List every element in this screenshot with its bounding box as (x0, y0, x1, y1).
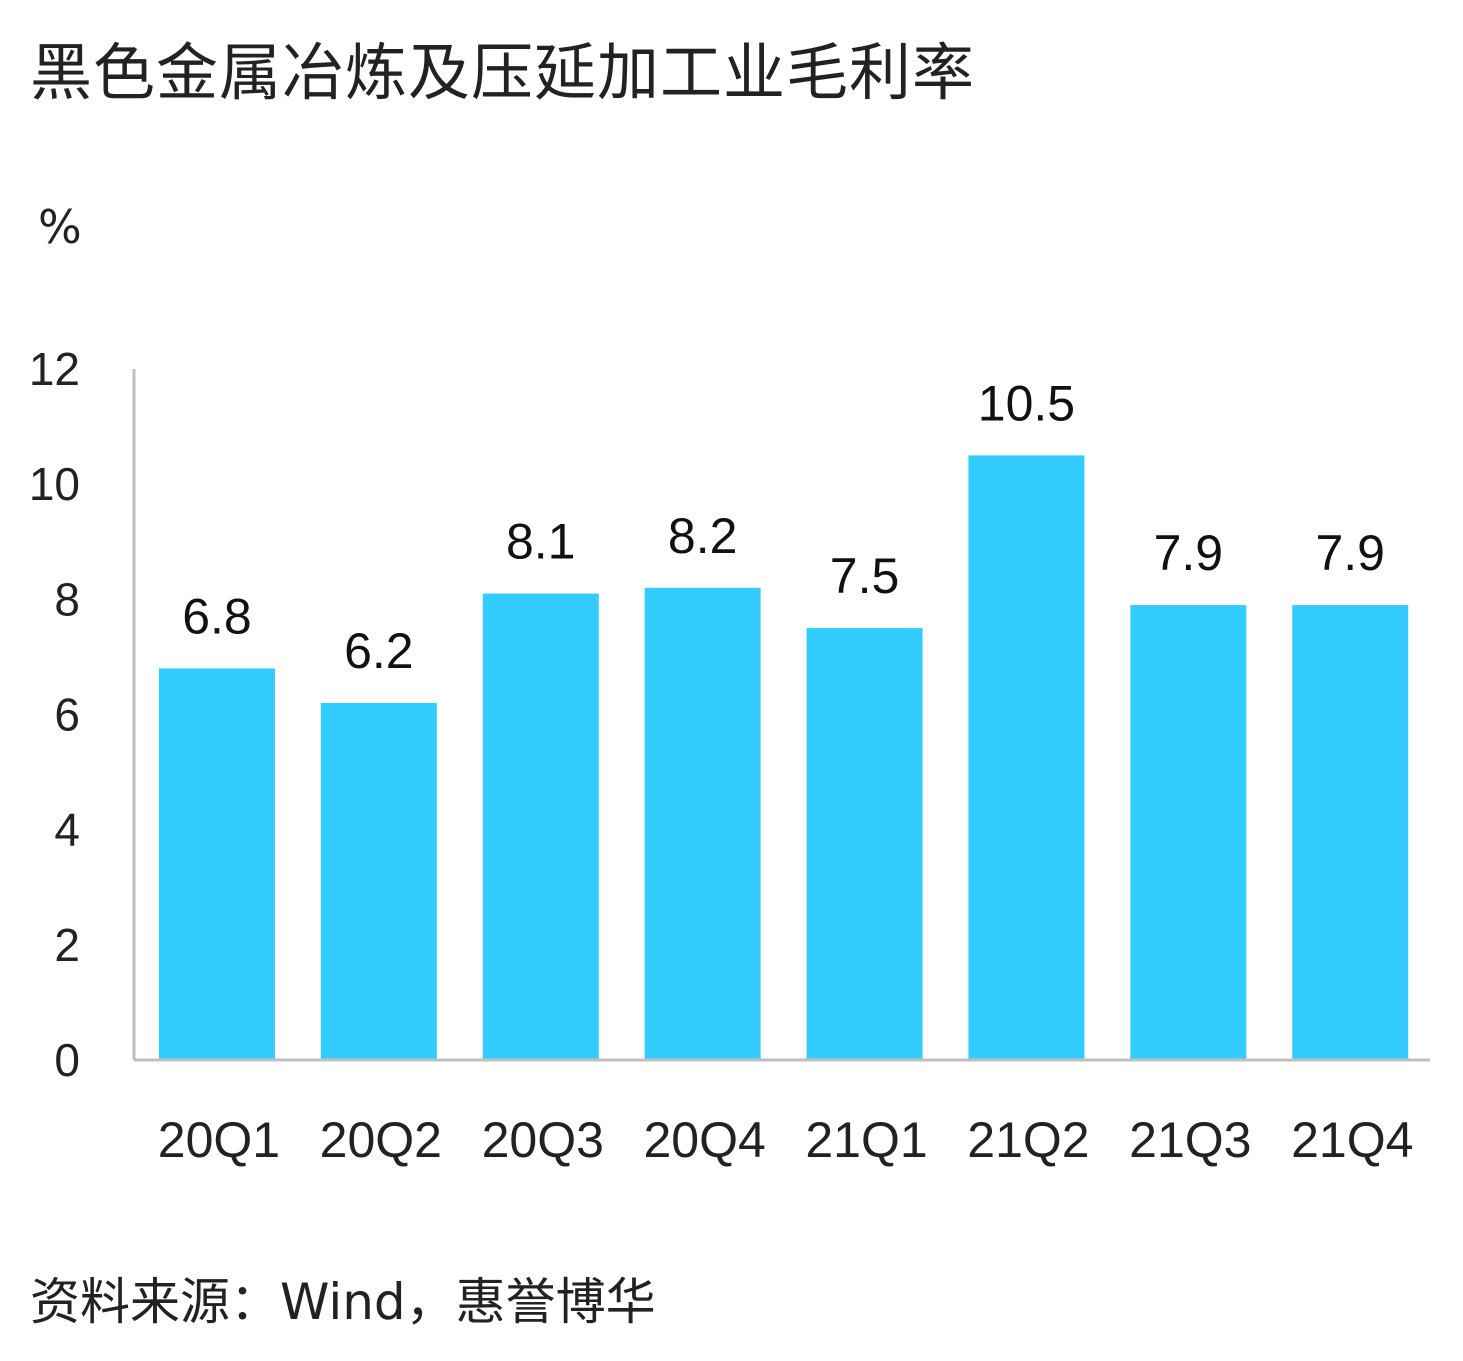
bar-value-label: 7.9 (1154, 525, 1224, 581)
data-labels-group: 6.8 6.2 8.1 8.2 7.5 10.5 7.9 7.9 (182, 375, 1385, 679)
x-category-label: 21Q2 (967, 1112, 1089, 1168)
y-tick-label: 8 (54, 573, 80, 625)
x-category-label: 21Q1 (805, 1112, 927, 1168)
bar (968, 455, 1085, 1060)
bars-group (158, 455, 1409, 1060)
x-category-label: 21Q3 (1129, 1112, 1251, 1168)
y-tick-label: 4 (54, 804, 80, 856)
x-category-label: 21Q4 (1291, 1112, 1413, 1168)
y-tick-label: 2 (54, 919, 80, 971)
x-category-label: 20Q3 (482, 1112, 604, 1168)
y-tick-label: 6 (54, 689, 80, 741)
bar-value-label: 7.5 (830, 548, 900, 604)
bar-value-label: 7.9 (1315, 525, 1385, 581)
x-category-label: 20Q4 (643, 1112, 765, 1168)
bar-value-label: 8.1 (506, 514, 576, 570)
y-tick-label: 0 (54, 1034, 80, 1086)
y-axis-unit-label: % (38, 200, 82, 254)
bar (320, 702, 437, 1060)
bar-value-label: 10.5 (978, 375, 1075, 431)
y-tick-label: 10 (29, 458, 80, 510)
y-axis-ticks-group: 0 2 4 6 8 10 12 (29, 343, 80, 1086)
bar (482, 593, 599, 1060)
bar (644, 587, 761, 1060)
bar (1130, 605, 1247, 1060)
x-axis-categories-group: 20Q1 20Q2 20Q3 20Q4 21Q1 21Q2 21Q3 21Q4 (158, 1112, 1414, 1168)
source-note: 资料来源：Wind，惠誉博华 (30, 1273, 656, 1331)
bar (158, 668, 275, 1060)
x-category-label: 20Q1 (158, 1112, 280, 1168)
y-tick-label: 12 (29, 343, 80, 395)
bar (806, 628, 923, 1060)
bar-value-label: 6.8 (182, 588, 252, 644)
bar-value-label: 6.2 (344, 623, 414, 679)
bar (1292, 605, 1409, 1060)
bar-value-label: 8.2 (668, 508, 738, 564)
x-category-label: 20Q2 (320, 1112, 442, 1168)
chart-title: 黑色金属冶炼及压延加工业毛利率 (30, 36, 976, 109)
